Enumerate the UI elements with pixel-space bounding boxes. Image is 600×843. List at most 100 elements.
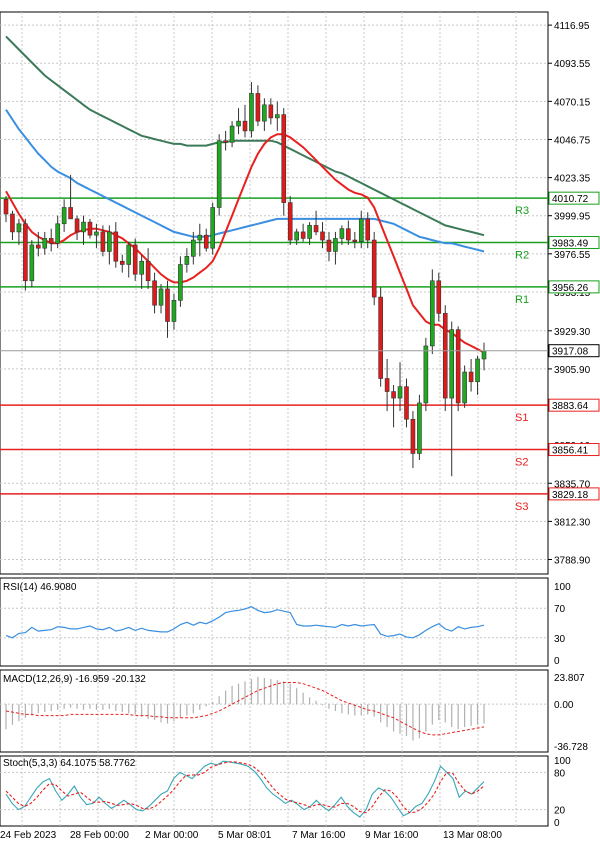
candle-body [152, 280, 157, 306]
rsi-tick-label: 100 [554, 582, 571, 593]
x-tick-label: 28 Feb 00:00 [70, 830, 129, 841]
stoch-tick-label: 100 [554, 756, 571, 767]
macd-tick-label: 0.00 [554, 700, 574, 711]
rsi-tick-label: 0 [554, 656, 560, 667]
level-value-label: 3856.41 [552, 446, 589, 457]
candle-body [29, 244, 35, 282]
y-tick-label: 3812.30 [554, 517, 591, 528]
stoch-line-1 [5, 760, 485, 818]
y-tick-label: 3953.15 [554, 288, 591, 299]
candle-body [210, 207, 216, 249]
y-tick-label: 3999.95 [554, 212, 591, 223]
candle-body [74, 218, 80, 233]
candle-body [191, 239, 196, 257]
candle-body [229, 125, 235, 143]
panel-frame-main [0, 11, 549, 575]
candle-body [23, 223, 28, 282]
candle-body [326, 239, 332, 252]
candle-body [358, 218, 364, 242]
candle-body [307, 225, 312, 239]
level-value-label: 4010.72 [552, 194, 589, 205]
candle-body [10, 213, 15, 233]
level-value-box-r2 [548, 236, 600, 250]
x-tick-label: 2 Mar 00:00 [145, 830, 199, 841]
x-tick-label: 13 Mar 08:00 [443, 830, 502, 841]
candle-body [48, 238, 54, 244]
level-value-box-r1 [548, 280, 600, 294]
macd-tick-label: 23.807 [554, 673, 585, 684]
candle-body [107, 231, 112, 252]
candle-body [158, 288, 164, 306]
candle-body [339, 228, 345, 239]
candle-body [61, 207, 67, 225]
macd-signal-line [5, 682, 485, 736]
candle-body [203, 234, 209, 249]
candle-body [184, 256, 190, 265]
candle-body [113, 231, 119, 262]
candle-body [165, 288, 170, 322]
candle-body [119, 260, 125, 265]
candle-body [94, 231, 99, 236]
y-tick-label: 4070.15 [554, 97, 591, 108]
moving-average-line-2 [5, 109, 485, 253]
candle-body [391, 391, 396, 399]
level-name-label: R1 [515, 294, 529, 306]
y-tick-label: 3905.90 [554, 365, 591, 376]
level-value-label: 3956.26 [552, 283, 589, 294]
candle-body [320, 231, 325, 241]
macd-tick-label: -36.728 [554, 742, 588, 753]
level-name-label: S2 [515, 457, 528, 469]
candle-body [132, 244, 138, 275]
y-tick-label: 3788.90 [554, 556, 591, 567]
candle-body [236, 120, 241, 127]
candle-body [346, 228, 351, 241]
candle-body [417, 402, 422, 454]
candle-body [274, 114, 280, 119]
candle-body [255, 93, 261, 122]
candle-body [3, 199, 9, 215]
stoch-tick-label: 80 [554, 768, 566, 779]
stoch-title: Stoch(5,3,3) 64.1075 58.7762 [3, 758, 136, 769]
level-value-label: 3829.18 [552, 490, 589, 501]
candle-body [139, 260, 144, 275]
candle-body [42, 238, 48, 249]
candle-body [404, 386, 409, 420]
level-value-box-s2 [548, 443, 600, 457]
level-name-label: R2 [515, 250, 529, 262]
candle-body [16, 223, 22, 233]
x-tick-label: 9 Mar 16:00 [365, 830, 419, 841]
candle-body [126, 244, 132, 265]
candle-body [333, 238, 338, 252]
candle-body [397, 386, 403, 399]
candle-body [216, 140, 222, 208]
x-tick-label: 7 Mar 16:00 [292, 830, 346, 841]
level-name-label: R3 [515, 205, 529, 217]
rsi-tick-label: 30 [554, 634, 566, 645]
y-tick-label: 4093.55 [554, 59, 591, 70]
candle-body [178, 264, 183, 301]
candle-body [300, 231, 306, 239]
candle-body [242, 120, 248, 132]
level-value-box-r3 [548, 191, 600, 205]
candle-body [475, 358, 480, 383]
stoch-tick-label: 0 [554, 818, 560, 829]
candle-body [442, 313, 448, 399]
y-tick-label: 3835.70 [554, 479, 591, 490]
candle-body [294, 231, 299, 241]
candle-body [384, 378, 390, 392]
candle-body [223, 140, 228, 143]
level-value-box-s1 [548, 398, 600, 412]
current-price-box [548, 344, 600, 358]
candle-body [87, 221, 93, 236]
y-tick-label: 4116.95 [554, 21, 590, 32]
level-name-label: S1 [515, 412, 528, 424]
candle-body [249, 93, 254, 132]
candle-body [449, 329, 455, 399]
level-value-label: 3983.49 [552, 239, 589, 250]
rsi-line [5, 606, 485, 639]
level-name-label: S3 [515, 501, 528, 513]
x-tick-label: 5 Mar 08:01 [218, 830, 272, 841]
rsi-tick-label: 70 [554, 604, 566, 615]
